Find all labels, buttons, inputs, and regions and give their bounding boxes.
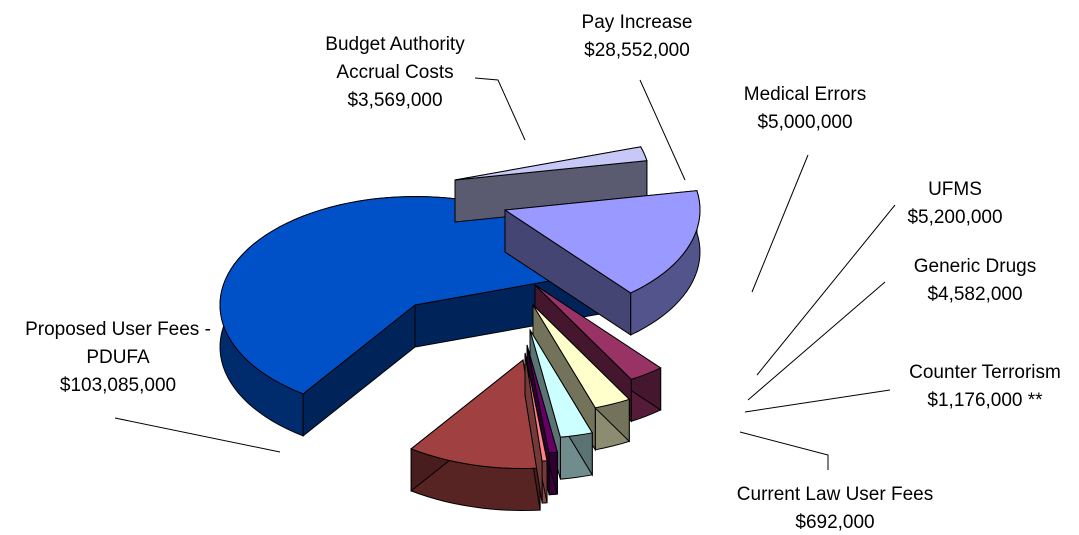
leader-lines: [114, 77, 896, 470]
pie-slice-top: [524, 352, 548, 462]
slice-label: Pay Increase $28,552,000: [582, 12, 693, 61]
slice-label-line: $692,000: [795, 512, 874, 533]
slice-label-line: $3,569,000: [347, 90, 442, 111]
slice-label-line: $4,582,000: [927, 284, 1022, 305]
slice-label: Proposed User Fees - PDUFA $103,085,000: [25, 319, 211, 396]
slice-label: Generic Drugs $4,582,000: [914, 256, 1037, 305]
leader-line: [756, 204, 896, 376]
pie-slice-top: [503, 190, 701, 294]
slice-label-line: $103,085,000: [60, 375, 176, 396]
slice-label: UFMS $5,200,000: [907, 179, 1002, 228]
slice-label-line: Accrual Costs: [336, 62, 453, 83]
leader-line: [739, 431, 829, 470]
leader-line: [747, 281, 886, 401]
slice-label: Medical Errors $5,000,000: [744, 84, 866, 133]
slice-label-line: $28,552,000: [584, 40, 690, 61]
pie-slice-top: [526, 344, 559, 454]
slice-label-line: Budget Authority: [325, 34, 465, 55]
pie-slice: [410, 358, 541, 511]
pie-slice: [503, 190, 701, 336]
slice-label-line: Generic Drugs: [914, 256, 1037, 277]
leader-line: [639, 79, 686, 181]
leader-line: [744, 389, 891, 413]
slice-label: Budget Authority Accrual Costs $3,569,000: [325, 34, 465, 111]
slice-label-line: UFMS: [928, 179, 982, 200]
slice-label-line: Pay Increase: [582, 12, 693, 33]
slice-label-line: Current Law User Fees: [737, 484, 933, 505]
pie-slice-top: [529, 329, 594, 438]
pie-slice-top: [410, 359, 541, 469]
slice-label-line: $5,200,000: [907, 207, 1002, 228]
slice-label-line: $1,176,000 **: [927, 390, 1043, 411]
leader-line: [751, 154, 809, 293]
pie-slices: [219, 146, 701, 511]
slice-label: Current Law User Fees $692,000: [737, 484, 933, 533]
leader-line: [474, 77, 526, 141]
pie-slice-top: [454, 146, 648, 181]
slice-label-line: $5,000,000: [757, 112, 852, 133]
slice-label-line: PDUFA: [86, 347, 150, 368]
slice-labels: Proposed User Fees - PDUFA $103,085,000 Bud…: [25, 12, 1061, 533]
slice-label-line: Medical Errors: [744, 84, 866, 105]
pie-slice-top: [534, 284, 662, 380]
slice-label-line: Proposed User Fees -: [25, 319, 211, 340]
slice-label: Counter Terrorism $1,176,000 **: [909, 362, 1061, 411]
pie-slice-top: [532, 304, 631, 409]
leader-line: [114, 417, 281, 453]
slice-label-line: Counter Terrorism: [909, 362, 1061, 383]
pie-slice: [524, 352, 548, 504]
